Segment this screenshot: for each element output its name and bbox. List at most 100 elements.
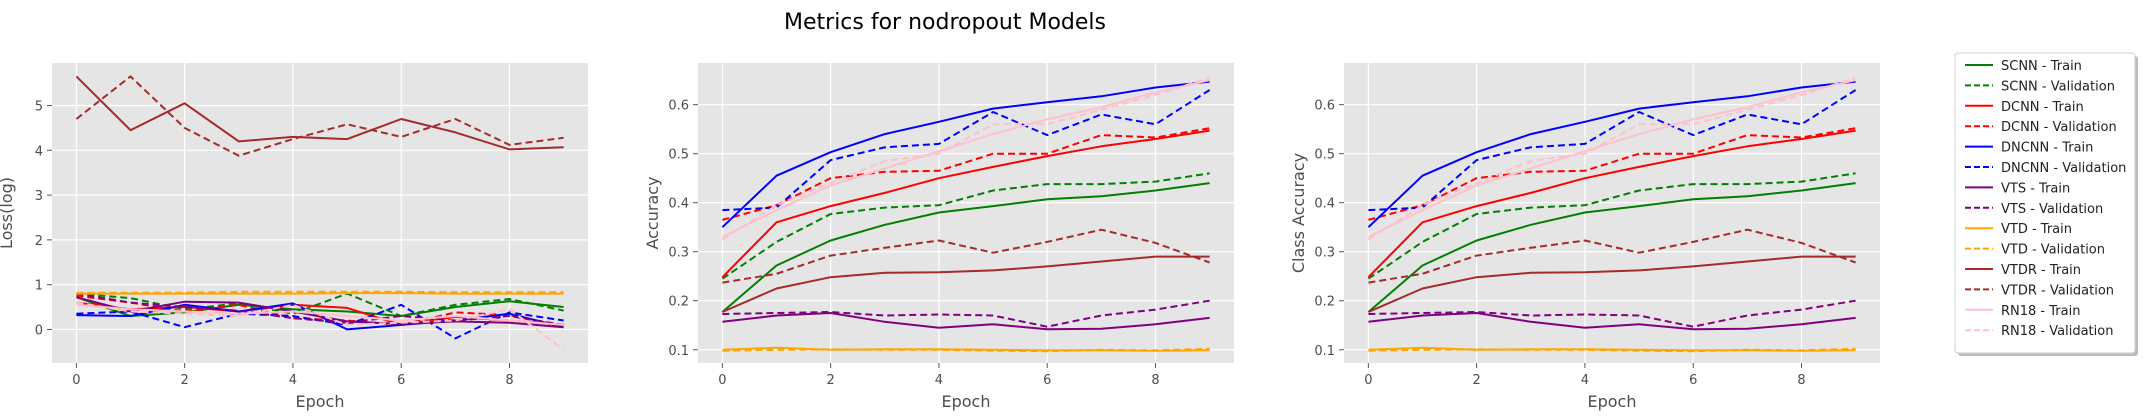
legend-label: VTD - Validation [2001, 243, 2105, 258]
series-line [721, 80, 1210, 228]
series-line [75, 75, 564, 151]
y-tick-label: 0.2 [668, 295, 689, 310]
chart-panel: 0 2 4 6 8 0.1 0.2 0.3 0.4 0.5 0.6 Epoch Class Accura… [1289, 63, 1880, 411]
figure-title: Metrics for nodropout Models [784, 10, 1106, 35]
y-axis-label: Class Accuracy [1289, 153, 1308, 273]
series-line [1368, 89, 1857, 212]
y-tick-label: 0.3 [668, 246, 689, 261]
x-tick-label: 8 [1797, 373, 1805, 388]
series-line [1368, 312, 1856, 331]
series-line [76, 292, 564, 317]
x-tick-label: 2 [1473, 373, 1481, 388]
legend-label: SCNN - Train [2001, 59, 2082, 74]
y-tick-label: 4 [35, 144, 43, 159]
x-tick-label: 0 [1364, 373, 1372, 388]
y-tick-label: 0.6 [1314, 99, 1335, 114]
series-line [721, 129, 1210, 278]
x-axis-label: Epoch [942, 392, 991, 411]
series-line [722, 127, 1210, 221]
x-axis-label: Epoch [1588, 392, 1637, 411]
series-line [722, 255, 1210, 313]
chart-panel: 0 2 4 6 8 0 1 2 3 4 5 Epoch Loss(log) [0, 63, 588, 411]
x-tick-label: 8 [505, 373, 513, 388]
series-line [1368, 299, 1856, 328]
legend-label: VTS - Train [2001, 181, 2070, 196]
plot-area [698, 63, 1234, 363]
series-line [76, 303, 564, 326]
y-tick-label: 3 [35, 189, 43, 204]
series-line [1367, 76, 1856, 241]
series-line [1368, 127, 1856, 221]
series-line [722, 347, 1210, 353]
series-line [1367, 182, 1856, 313]
y-tick-label: 0.3 [1314, 246, 1335, 261]
x-tick-label: 0 [72, 373, 80, 388]
series-line [721, 76, 1210, 241]
y-tick-label: 1 [35, 279, 43, 294]
x-tick-label: 0 [718, 373, 726, 388]
series-line [75, 75, 564, 157]
series-line [76, 301, 565, 351]
chart-panel: 0 2 4 6 8 0.1 0.2 0.3 0.4 0.5 0.6 Epoch Accuracy [643, 63, 1234, 411]
series-line [1368, 255, 1856, 313]
series-line [1367, 129, 1856, 278]
y-axis-label: Loss(log) [0, 177, 16, 249]
x-tick-label: 4 [1581, 373, 1589, 388]
series-line [76, 292, 564, 295]
series-lines [75, 75, 565, 351]
legend-label: RN18 - Train [2001, 304, 2080, 319]
legend-label: RN18 - Validation [2001, 324, 2113, 339]
y-tick-label: 0.5 [1314, 148, 1335, 163]
series-line [1368, 347, 1856, 353]
plot-area [52, 63, 588, 363]
series-line [76, 296, 564, 329]
series-lines [721, 76, 1211, 353]
x-axis-label: Epoch [296, 392, 345, 411]
legend-box [1954, 52, 2136, 354]
y-tick-label: 0.1 [1314, 344, 1335, 359]
legend-label: DNCNN - Validation [2001, 161, 2126, 176]
series-line [722, 89, 1211, 212]
series-lines [1367, 76, 1857, 353]
series-line [1367, 80, 1856, 228]
series-line [721, 182, 1210, 313]
x-tick-label: 8 [1151, 373, 1159, 388]
series-line [722, 312, 1210, 331]
x-tick-label: 2 [181, 373, 189, 388]
series-line [1368, 228, 1856, 284]
legend-label: DNCNN - Train [2001, 141, 2093, 156]
y-tick-label: 0.6 [668, 99, 689, 114]
legend-label: VTDR - Train [2001, 263, 2081, 278]
legend-label: VTDR - Validation [2001, 283, 2114, 298]
legend-label: VTD - Train [2001, 222, 2072, 237]
plot-area [1344, 63, 1880, 363]
y-tick-label: 0.1 [668, 344, 689, 359]
series-line [1367, 79, 1856, 238]
x-tick-label: 4 [935, 373, 943, 388]
series-line [76, 296, 564, 317]
x-tick-label: 6 [1043, 373, 1051, 388]
legend-label: SCNN - Validation [2001, 79, 2115, 94]
x-tick-label: 6 [1689, 373, 1697, 388]
y-tick-label: 0.4 [668, 197, 689, 212]
y-tick-label: 2 [35, 234, 43, 249]
series-line [722, 228, 1210, 284]
legend: SCNN - Train SCNN - Validation DCNN - Trai… [1954, 52, 2138, 356]
legend-label: VTS - Validation [2001, 202, 2103, 217]
x-tick-label: 6 [397, 373, 405, 388]
y-tick-label: 0.5 [668, 148, 689, 163]
x-tick-label: 4 [289, 373, 297, 388]
y-tick-label: 5 [35, 100, 43, 115]
y-tick-label: 0.4 [1314, 197, 1335, 212]
x-tick-label: 2 [827, 373, 835, 388]
y-tick-label: 0 [35, 323, 43, 338]
series-line [722, 299, 1210, 328]
legend-label: DCNN - Train [2001, 100, 2084, 115]
series-line [76, 290, 564, 294]
legend-label: DCNN - Validation [2001, 120, 2117, 135]
series-line [721, 79, 1210, 238]
y-axis-label: Accuracy [643, 176, 662, 249]
y-tick-label: 0.2 [1314, 295, 1335, 310]
